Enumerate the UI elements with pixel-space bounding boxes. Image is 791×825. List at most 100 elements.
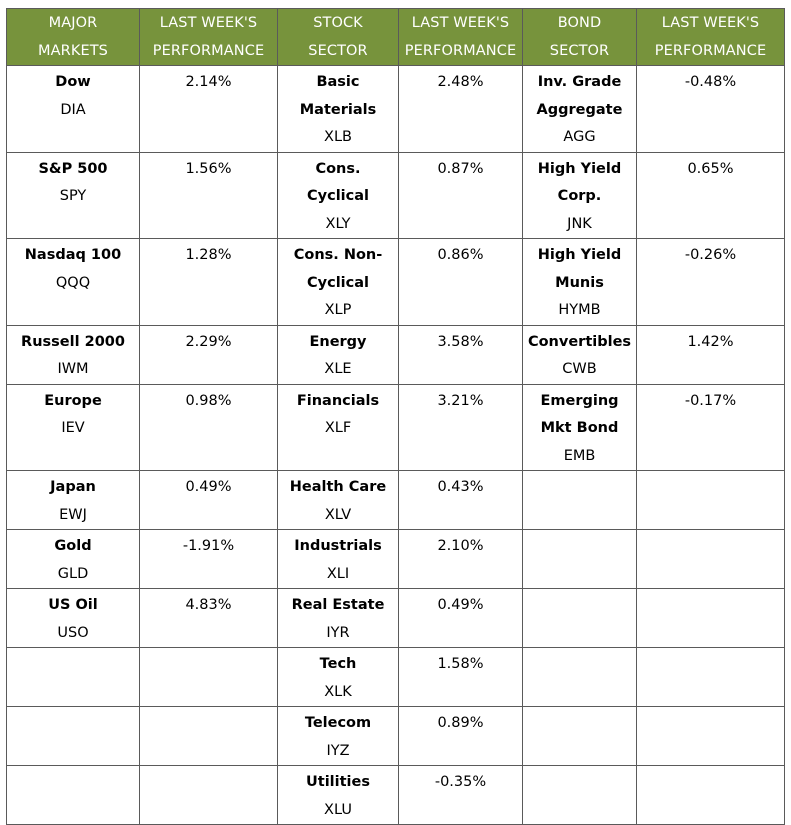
stock-sector-name: Real Estate <box>291 597 385 613</box>
market-ticker: SPY <box>59 188 87 204</box>
table-row: Russell 2000 IWM 2.29% Energy XLE 3.58% Co… <box>6 324 785 385</box>
market-cell: Japan EWJ <box>6 470 140 530</box>
stock-sector-name: Financials <box>296 392 380 409</box>
table-row: S&P 500 SPY 1.56% Cons. Cyclical XLY 0.87% … <box>6 151 785 239</box>
stock-sector-name: Basic <box>316 74 360 90</box>
stock-sector-name: Industrials <box>294 538 382 554</box>
stock-sector-name: Utilities <box>306 774 370 790</box>
market-name: US Oil <box>48 597 98 613</box>
bond-sector-name: Aggregate <box>536 101 623 118</box>
table-row: Japan EWJ 0.49% Health Care XLV 0.43% <box>6 470 785 530</box>
stock-sector-name: Health Care <box>289 479 387 495</box>
stock-sector-ticker: XLB <box>324 129 352 145</box>
table-row: Nasdaq 100 QQQ 1.28% Cons. Non- Cyclical XL… <box>6 238 785 326</box>
stock-sector-cell: Tech XLK <box>277 647 399 707</box>
bond-sector-name: Inv. Grade <box>537 74 622 90</box>
empty-cell <box>522 765 637 825</box>
market-name: Nasdaq 100 <box>24 247 122 263</box>
market-cell: Nasdaq 100 QQQ <box>6 238 140 326</box>
empty-cell <box>522 529 637 589</box>
market-ticker: IWM <box>57 361 89 377</box>
market-performance: 1.28% <box>139 238 278 326</box>
stock-sector-ticker: XLE <box>324 361 352 377</box>
bond-sector-cell: Convertibles CWB <box>522 324 637 385</box>
market-performance: 4.83% <box>139 588 278 648</box>
table-row: Europe IEV 0.98% Financials XLF 3.21% Emer… <box>6 383 785 471</box>
table-row: Tech XLK 1.58% <box>6 647 785 707</box>
empty-cell <box>139 647 278 707</box>
stock-performance: 0.89% <box>398 706 523 766</box>
market-cell: Russell 2000 IWM <box>6 324 140 385</box>
stock-sector-cell: Utilities XLU <box>277 765 399 825</box>
market-performance: 1.56% <box>139 151 278 239</box>
stock-sector-name: Telecom <box>304 715 372 731</box>
bond-sector-ticker: EMB <box>563 447 596 464</box>
stock-sector-name: Cyclical <box>307 188 369 204</box>
bond-performance: -0.48% <box>636 65 785 153</box>
market-ticker: IEV <box>61 420 85 436</box>
bond-performance: -0.17% <box>636 383 785 471</box>
stock-sector-cell: Cons. Non- Cyclical XLP <box>277 238 399 326</box>
bond-sector-name: High Yield <box>537 160 622 177</box>
stock-performance: 0.87% <box>398 151 523 239</box>
empty-cell <box>6 706 140 766</box>
market-performance: 0.49% <box>139 470 278 530</box>
bond-sector-name: High Yield <box>537 247 622 263</box>
bond-sector-cell: Inv. Grade Aggregate AGG <box>522 65 637 153</box>
market-cell: Dow DIA <box>6 65 140 153</box>
market-name: Europe <box>44 392 102 409</box>
bond-sector-name: Convertibles <box>527 333 632 350</box>
empty-cell <box>522 647 637 707</box>
stock-performance: 0.86% <box>398 238 523 326</box>
market-cell: Europe IEV <box>6 383 140 471</box>
header-major-markets: MAJOR MARKETS <box>6 8 140 66</box>
market-ticker: QQQ <box>55 274 91 291</box>
table-row: Utilities XLU -0.35% <box>6 765 785 825</box>
stock-sector-name: Cyclical <box>307 274 369 291</box>
stock-sector-ticker: XLF <box>324 420 352 436</box>
stock-sector-ticker: XLY <box>325 215 351 232</box>
header-major-performance: LAST WEEK'S PERFORMANCE <box>139 8 278 66</box>
bond-sector-cell: High Yield Munis HYMB <box>522 238 637 326</box>
stock-performance: -0.35% <box>398 765 523 825</box>
bond-sector-ticker: JNK <box>567 215 592 232</box>
bond-sector-ticker: AGG <box>563 129 596 145</box>
stock-sector-cell: Health Care XLV <box>277 470 399 530</box>
table-row: Dow DIA 2.14% Basic Materials XLB 2.48% Inv… <box>6 65 785 153</box>
bond-sector-name: Emerging <box>540 392 619 409</box>
market-ticker: DIA <box>60 101 86 118</box>
stock-sector-ticker: IYZ <box>326 742 350 759</box>
empty-cell <box>522 588 637 648</box>
empty-cell <box>636 470 785 530</box>
empty-cell <box>139 706 278 766</box>
table-row: Gold GLD -1.91% Industrials XLI 2.10% <box>6 529 785 589</box>
stock-performance: 3.58% <box>398 324 523 385</box>
bond-performance: 1.42% <box>636 324 785 385</box>
stock-sector-name: Tech <box>319 656 357 672</box>
stock-sector-ticker: XLI <box>326 565 350 582</box>
market-name: Dow <box>55 74 91 90</box>
stock-sector-name: Energy <box>309 333 367 350</box>
bond-performance: -0.26% <box>636 238 785 326</box>
market-performance: 0.98% <box>139 383 278 471</box>
stock-performance: 0.49% <box>398 588 523 648</box>
stock-sector-ticker: XLV <box>324 506 352 523</box>
stock-sector-cell: Energy XLE <box>277 324 399 385</box>
bond-sector-name: Mkt Bond <box>540 420 619 436</box>
stock-sector-name: Materials <box>299 101 377 118</box>
stock-sector-ticker: XLP <box>324 302 352 318</box>
stock-sector-ticker: XLK <box>324 683 352 700</box>
empty-cell <box>6 765 140 825</box>
stock-performance: 0.43% <box>398 470 523 530</box>
empty-cell <box>636 706 785 766</box>
stock-sector-cell: Cons. Cyclical XLY <box>277 151 399 239</box>
bond-sector-ticker: CWB <box>562 361 597 377</box>
empty-cell <box>636 588 785 648</box>
market-ticker: GLD <box>57 565 89 582</box>
weekly-performance-table: MAJOR MARKETS LAST WEEK'S PERFORMANCE STOC… <box>6 8 785 825</box>
bond-sector-cell: High Yield Corp. JNK <box>522 151 637 239</box>
header-stock-performance: LAST WEEK'S PERFORMANCE <box>398 8 523 66</box>
market-performance: 2.14% <box>139 65 278 153</box>
empty-cell <box>636 529 785 589</box>
stock-sector-cell: Industrials XLI <box>277 529 399 589</box>
